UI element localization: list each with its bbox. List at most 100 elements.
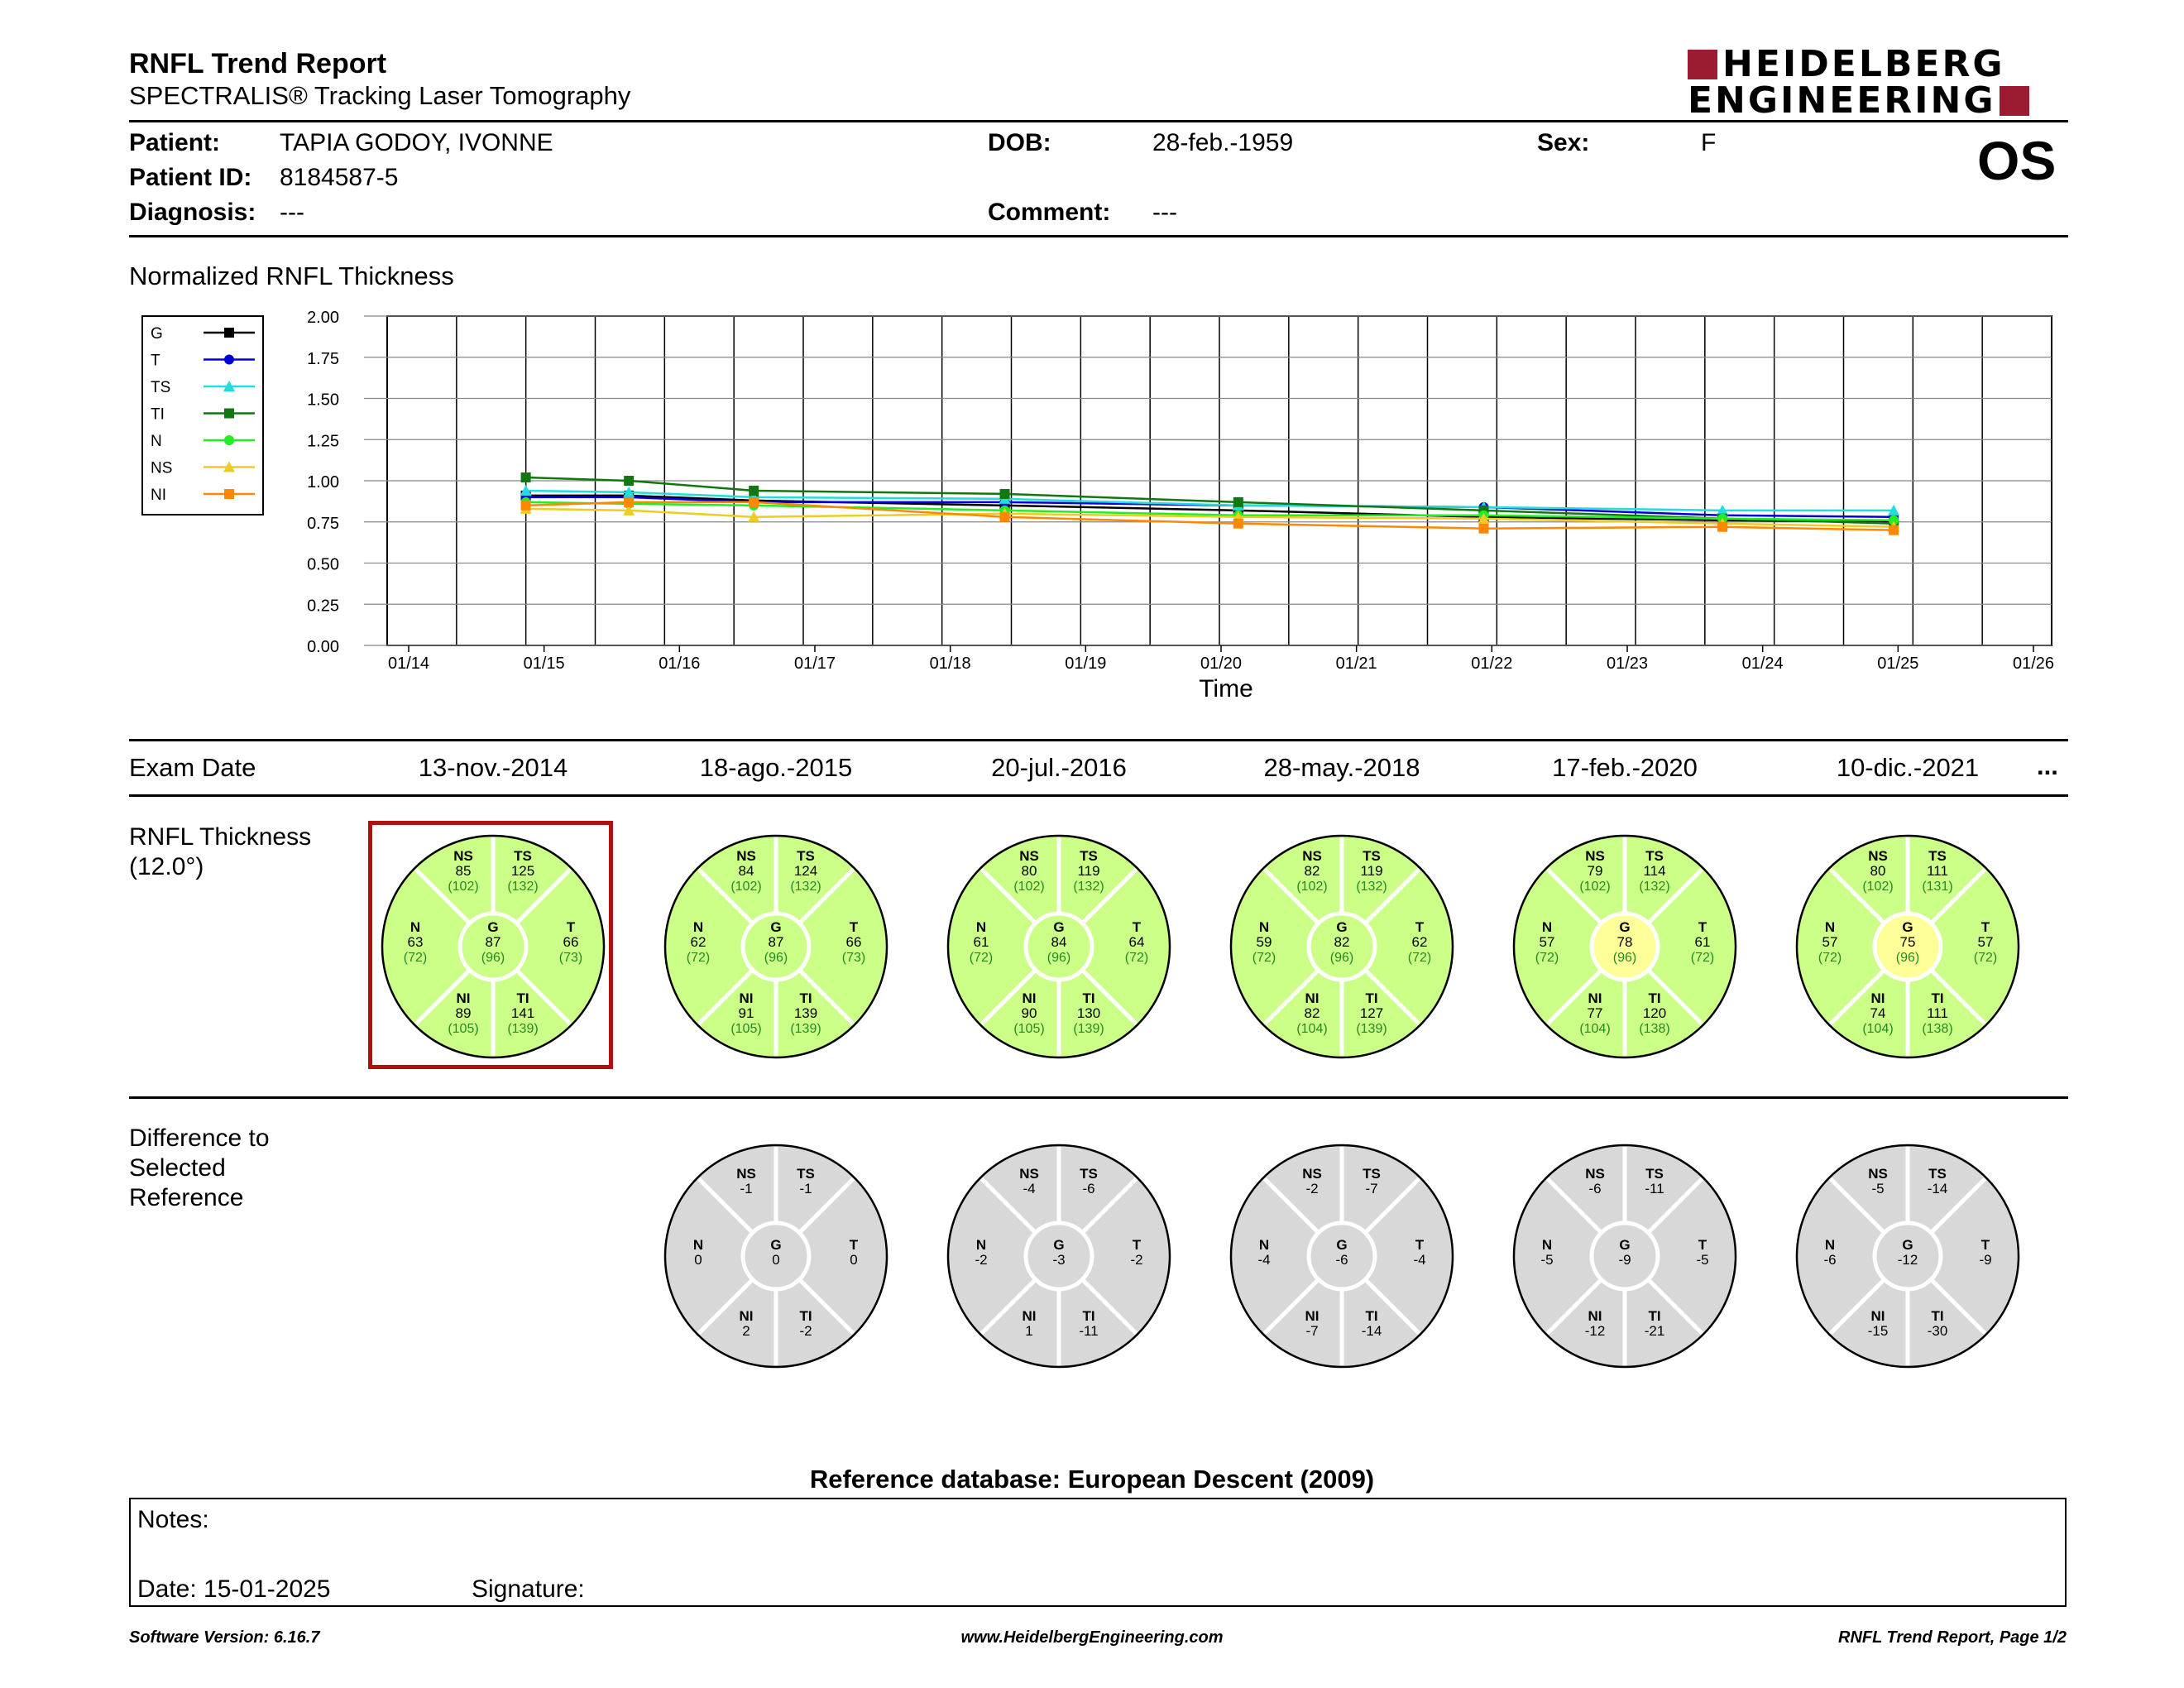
sector-ref-ni: (105) [1013,1022,1044,1036]
diff-sector-name-ti: TI [1082,1308,1094,1324]
notes-box[interactable]: Notes: Date: 15-01-2025 Signature: [129,1498,2067,1607]
data-point [1478,523,1489,534]
sector-name-g: G [1336,919,1347,935]
divider [1929,968,1987,1026]
diff-sector-value-ti: -21 [1645,1323,1665,1339]
data-point [520,500,531,511]
diff-sector-value-g: 0 [772,1252,779,1268]
chart-series [520,472,1900,535]
y-tick-label: 1.00 [307,473,339,492]
divider [979,1177,1037,1235]
exam-date-6[interactable]: 10-dic.-2021 [1836,753,1980,782]
global-center [1306,911,1377,982]
global-center [1589,1220,1660,1292]
sector-name-ti: TI [1082,990,1094,1006]
global-center [1589,911,1660,982]
exam-date-5[interactable]: 17-feb.-2020 [1552,753,1698,782]
sector-ref-ti: (139) [1356,1022,1387,1036]
sector-ref-ns: (102) [730,880,761,894]
sector-name-ti: TI [1931,990,1943,1006]
diff-sector-name-n: N [693,1237,703,1253]
sector-value-g: 82 [1334,934,1350,950]
diff-sector-value-ni: -7 [1305,1323,1318,1339]
diff-sector-value-g: -9 [1618,1252,1631,1268]
sector-value-ni: 89 [456,1005,472,1021]
diff-sector-value-n: -6 [1823,1252,1836,1268]
selected-reference-box[interactable] [368,821,613,1069]
sector-ref-g: (96) [481,951,505,965]
diff-sector-value-ni: -12 [1585,1323,1606,1339]
sex-label: Sex: [1537,129,1590,156]
sector-ref-t: (72) [1974,951,1997,965]
diff-sector-name-ns: NS [1302,1166,1322,1182]
y-tick-label: 1.50 [307,391,339,410]
sector-value-t: 62 [1412,934,1428,950]
sector-value-ti: 141 [511,1005,534,1021]
dob-label: DOB: [988,129,1051,156]
sector-value-g: 84 [1051,934,1067,950]
x-tick-label: 01/16 [659,655,700,673]
diff-sector-name-g: G [770,1237,781,1253]
divider [1262,968,1320,1026]
diff-sector-value-n: 0 [694,1252,702,1268]
sector-ref-ns: (102) [1579,880,1610,894]
diff-sector-value-t: -4 [1413,1252,1425,1268]
diff-sector-name-g: G [1902,1237,1913,1253]
difference-circle-4[interactable]: NS-2TS-7N-4G-6T-4NI-7TI-14 [1229,1144,1454,1369]
sector-ref-n: (72) [687,951,710,965]
exam-date-4[interactable]: 28-may.-2018 [1263,753,1420,782]
thickness-circle-6[interactable]: NS80(102)TS111(131)N57(72)G75(96)T57(72)… [1795,834,2020,1059]
diff-sector-name-ts: TS [1080,1166,1098,1182]
diff-sector-name-n: N [1542,1237,1552,1253]
sector-ref-n: (72) [1252,951,1276,965]
thickness-circle-3[interactable]: NS80(102)TS119(132)N61(72)G84(96)T64(72)… [946,834,1171,1059]
difference-circle-6[interactable]: NS-5 TS-14 N-6 G-12 T-9 NI-15 TI-30 [1795,1144,2020,1369]
sector-name-t: T [1415,919,1425,935]
sector-name-t: T [850,919,859,935]
diff-sector-value-g: -3 [1052,1252,1065,1268]
website-link[interactable]: www.HeidelbergEngineering.com [960,1628,1224,1647]
divider [1828,1177,1886,1235]
y-tick-label: 0.25 [307,597,339,615]
data-point [1233,496,1243,507]
x-tick-label: 01/19 [1065,655,1106,673]
chart-ticks: 0.00 0.25 0.50 0.75 1.00 1.25 1.50 1.75 2.00 01/1… [307,309,2054,673]
divider [1262,1177,1320,1235]
sector-name-t: T [567,919,576,935]
data-point [1889,525,1899,535]
divider [1828,867,1886,925]
sector-value-ni: 91 [739,1005,754,1021]
sector-ref-n: (72) [970,951,993,965]
divider [1646,968,1704,1026]
global-center [1872,911,1943,982]
exam-date-1[interactable]: 13-nov.-2014 [418,753,568,782]
patient-divider [129,235,2068,237]
sector-name-ns: NS [736,848,756,864]
heidelberg-logo: HEIDELBERG [1688,46,2004,83]
exam-date-2[interactable]: 18-ago.-2015 [699,753,853,782]
sector-value-t: 57 [1978,934,1994,950]
diff-sector-value-g: -12 [1898,1252,1918,1268]
sector-ref-ts: (132) [790,880,821,894]
exam-date-3[interactable]: 20-jul.-2016 [991,753,1127,782]
thickness-circle-4[interactable]: NS82(102)TS119(132)N59(72)G82(96)T62(72)… [1229,834,1454,1059]
signature-field: Signature: [472,1575,585,1603]
divider [697,867,754,925]
trend-chart: GT TS TI N NS NI 0.00 0.25 0.50 0.75 1.00 1.25 1.50… [141,309,2054,703]
sector-name-n: N [1825,919,1835,935]
sector-name-ns: NS [1019,848,1039,864]
divider [1080,1278,1138,1336]
sector-value-g: 78 [1617,934,1633,950]
sector-name-ni: NI [1023,990,1037,1006]
sector-ref-ti: (138) [1922,1022,1952,1036]
more-exams-indicator[interactable]: ... [2037,751,2058,780]
sector-value-ts: 119 [1077,863,1099,879]
heidelberg-logo-line2: ENGINEERING [1688,83,2029,119]
thickness-circle-5[interactable]: NS79(102)TS114(132)N57(72)G78(96)T61(72)… [1512,834,1737,1059]
sector-name-ni: NI [740,990,754,1006]
